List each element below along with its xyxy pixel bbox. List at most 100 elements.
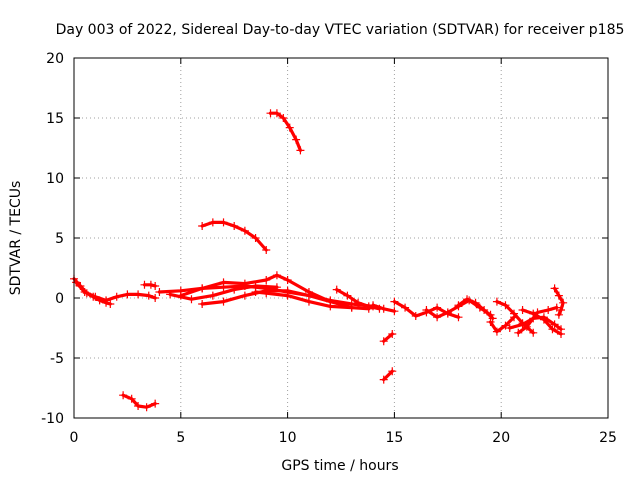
- data-point: [518, 306, 527, 314]
- data-point: [557, 330, 566, 338]
- data-point: [123, 290, 132, 299]
- series-arc-5: [198, 218, 271, 254]
- data-point: [230, 285, 239, 294]
- x-tick-label: 10: [279, 430, 297, 446]
- data-point: [347, 303, 356, 312]
- data-point: [550, 320, 559, 329]
- data-point: [401, 303, 410, 312]
- data-point: [304, 297, 313, 306]
- series-line: [382, 369, 394, 382]
- data-point: [262, 289, 271, 298]
- y-tick-label: -10: [41, 411, 64, 427]
- data-point: [486, 318, 495, 326]
- y-tick-label: -5: [50, 351, 64, 367]
- data-point: [134, 290, 143, 299]
- data-point: [151, 294, 160, 302]
- data-point: [72, 278, 81, 287]
- data-point: [155, 288, 164, 296]
- data-point: [262, 276, 271, 284]
- series-arc-24: [550, 284, 568, 319]
- y-tick-label: 20: [46, 51, 64, 67]
- data-point: [529, 328, 538, 337]
- data-point: [411, 312, 420, 320]
- series-arc-3: [140, 280, 160, 290]
- data-point: [552, 303, 561, 312]
- data-point: [501, 321, 510, 330]
- data-point: [388, 367, 397, 376]
- x-tick-label: 15: [385, 430, 403, 446]
- data-point: [433, 313, 442, 322]
- data-point: [332, 285, 341, 294]
- data-point: [559, 298, 568, 307]
- y-tick-label: 10: [46, 171, 64, 187]
- y-tick-label: 15: [46, 111, 64, 127]
- data-point: [390, 297, 399, 306]
- data-point: [279, 114, 288, 122]
- data-point: [219, 218, 228, 227]
- data-point: [548, 325, 557, 334]
- data-point: [433, 303, 442, 312]
- data-point: [119, 391, 128, 400]
- series-arc-23: [518, 306, 566, 338]
- data-point: [91, 292, 100, 301]
- x-tick-label: 0: [70, 430, 79, 446]
- x-tick-label: 25: [599, 430, 617, 446]
- data-point: [198, 284, 207, 293]
- data-point: [510, 309, 519, 318]
- series-arc-4: [119, 391, 160, 412]
- data-point: [539, 315, 548, 324]
- series-line: [382, 332, 394, 343]
- data-point: [127, 394, 136, 403]
- data-point: [187, 295, 196, 304]
- grid-lines: [74, 58, 608, 418]
- y-tick-label: 5: [55, 231, 64, 247]
- series-arc-12: [332, 285, 384, 313]
- data-series: [70, 109, 568, 412]
- data-point: [198, 300, 207, 308]
- data-point: [208, 291, 217, 300]
- y-axis-label: SDTVAR / TECUs: [8, 181, 24, 296]
- series-arc-18: [454, 295, 497, 323]
- data-point: [501, 301, 510, 310]
- data-point: [80, 288, 89, 296]
- data-point: [379, 337, 388, 346]
- data-point: [166, 290, 175, 299]
- data-point: [151, 282, 160, 290]
- data-point: [529, 309, 538, 318]
- data-point: [272, 271, 281, 280]
- data-point: [505, 324, 514, 332]
- data-point: [326, 302, 335, 311]
- x-tick-label: 5: [176, 430, 185, 446]
- data-point: [544, 306, 553, 314]
- data-point: [518, 320, 527, 329]
- series-arc-22: [514, 303, 561, 337]
- data-point: [514, 328, 523, 337]
- data-point: [219, 278, 228, 287]
- data-point: [343, 291, 352, 300]
- x-tick-label: 20: [492, 430, 510, 446]
- axis-ticks: 0 5 10 15 20 25 -10 -5 0 5 10 15 20: [41, 51, 617, 446]
- x-axis-label: GPS time / hours: [281, 458, 398, 474]
- data-point: [550, 284, 559, 293]
- data-point: [230, 222, 239, 230]
- data-point: [422, 306, 431, 314]
- data-point: [134, 402, 143, 410]
- data-point: [283, 291, 292, 300]
- data-point: [454, 301, 463, 310]
- series-arc-11: [251, 288, 356, 312]
- data-point: [443, 308, 452, 317]
- data-point: [240, 226, 249, 235]
- data-point: [492, 327, 501, 336]
- data-point: [144, 291, 153, 300]
- data-point: [388, 330, 397, 338]
- chart-title: Day 003 of 2022, Sidereal Day-to-day VTE…: [56, 22, 625, 38]
- y-tick-label: 0: [55, 291, 64, 307]
- data-point: [208, 218, 217, 227]
- series-line: [488, 315, 516, 334]
- data-point: [292, 135, 301, 144]
- data-point: [142, 403, 151, 412]
- data-point: [272, 283, 281, 292]
- data-point: [272, 109, 281, 118]
- data-point: [492, 297, 501, 306]
- data-point: [106, 300, 115, 308]
